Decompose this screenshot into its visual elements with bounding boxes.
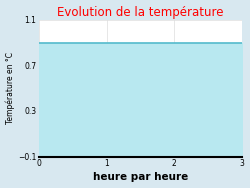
Title: Evolution de la température: Evolution de la température xyxy=(57,6,224,19)
Y-axis label: Température en °C: Température en °C xyxy=(6,52,15,124)
X-axis label: heure par heure: heure par heure xyxy=(93,172,188,182)
